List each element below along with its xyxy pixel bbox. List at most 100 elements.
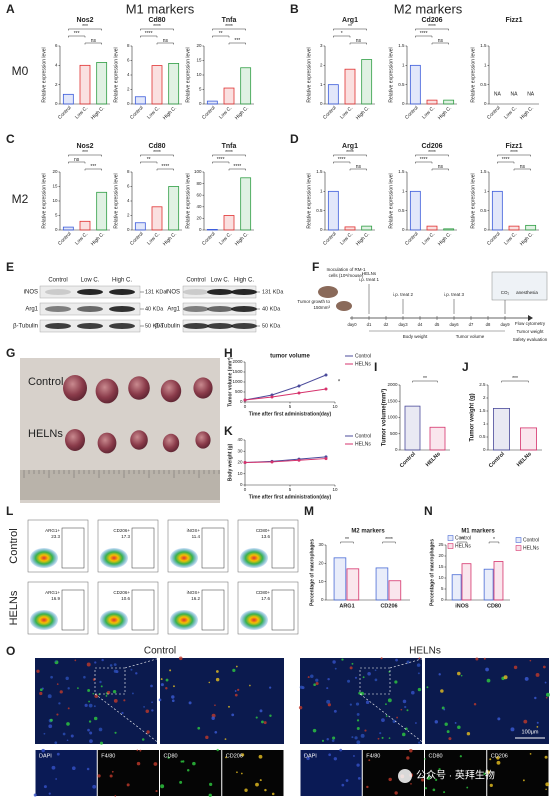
tumor <box>162 433 180 453</box>
sig-label: **** <box>510 150 518 156</box>
day-label: d4 <box>418 322 423 327</box>
cell <box>321 739 325 742</box>
y-tick-label: 0 <box>240 482 243 487</box>
bar <box>168 186 180 231</box>
cell <box>51 765 56 770</box>
note: i.p. treat 2 <box>393 292 414 297</box>
bar <box>327 190 339 231</box>
y-tick-label: 5 <box>55 213 58 218</box>
panel-label: O <box>6 644 15 658</box>
lane-label: Low C. <box>81 278 100 284</box>
arrow-head <box>528 315 533 321</box>
cell <box>150 684 153 688</box>
cell <box>67 707 70 710</box>
y-tick-label: 6 <box>55 43 58 48</box>
bar <box>361 59 373 105</box>
size-label: 131 KDa <box>145 289 167 295</box>
sig-label: * <box>493 537 495 543</box>
cell <box>404 705 407 709</box>
lane-label: Control <box>186 278 205 284</box>
line-series <box>244 374 327 401</box>
density <box>170 610 198 630</box>
value-label: NA <box>527 91 535 97</box>
y-tick-label: 1 <box>484 63 487 68</box>
channel-label: CD206 <box>491 753 508 759</box>
cell <box>151 709 154 712</box>
bar <box>344 68 356 105</box>
chart-title: M2 markers <box>351 529 385 535</box>
blot-band <box>109 306 135 312</box>
sig-label: ns <box>163 38 169 44</box>
cell <box>224 738 227 741</box>
cell <box>59 690 63 694</box>
cell <box>211 716 215 720</box>
y-axis-label: Relative expression level <box>306 47 312 102</box>
legend-label: Control <box>355 353 371 359</box>
sig-label: ** <box>348 24 352 30</box>
bar <box>240 67 252 105</box>
x-tick-label: High C. <box>355 105 371 121</box>
row-label: iNOS <box>166 290 180 296</box>
y-axis-label: Tumor weight (g) <box>470 393 476 441</box>
y-tick-label: 20 <box>196 43 202 48</box>
y-tick-label: 60 <box>196 192 202 197</box>
bar <box>491 190 503 231</box>
y-tick-label: 5 <box>199 87 202 92</box>
cell <box>98 727 103 732</box>
cell <box>448 737 452 741</box>
cell <box>411 690 415 695</box>
cell <box>334 667 337 670</box>
cell <box>55 778 58 780</box>
cell <box>426 686 429 689</box>
gate <box>271 527 295 569</box>
bar <box>493 561 504 601</box>
cell <box>182 760 185 763</box>
point <box>243 398 247 402</box>
cell <box>440 689 444 693</box>
note: anesthesia <box>516 290 538 295</box>
y-tick-label: 5 <box>441 586 444 591</box>
tumor <box>128 376 150 400</box>
x-tick-label: High C. <box>519 105 535 121</box>
y-tick-label: 2000 <box>232 359 243 364</box>
point <box>270 395 274 399</box>
watermark: 公众号 · 英拜生物 <box>416 769 495 782</box>
cell <box>228 705 230 708</box>
y-tick-label: 3 <box>320 43 323 48</box>
tumor <box>95 378 119 404</box>
cell <box>39 688 43 692</box>
cell <box>546 692 550 697</box>
x-tick-label: Control <box>322 105 338 121</box>
note: i.p. treat 3 <box>444 292 465 297</box>
y-tick-label: 0 <box>484 101 487 106</box>
value-label: NA <box>511 91 519 97</box>
row-label: β-Tubulin <box>155 324 180 330</box>
y-tick-label: 1 <box>484 189 487 194</box>
cell <box>240 753 245 757</box>
point <box>324 457 328 461</box>
cell <box>355 702 360 706</box>
cell <box>443 791 446 794</box>
panel-label: J <box>462 360 469 374</box>
panel-label: B <box>290 2 299 16</box>
cell <box>145 709 150 714</box>
cell <box>409 749 413 753</box>
cell <box>54 660 57 663</box>
note: i.p. treat 1 <box>359 277 380 282</box>
gate <box>61 589 85 631</box>
y-tick-label: 2 <box>127 213 130 218</box>
channel <box>300 750 362 796</box>
sig-label: **** <box>428 150 436 156</box>
cell <box>497 717 501 721</box>
bar <box>525 224 537 231</box>
bar <box>134 222 146 231</box>
cell <box>225 756 227 759</box>
cell <box>536 725 539 728</box>
bar <box>151 206 163 231</box>
point <box>297 458 301 462</box>
cell <box>332 736 336 740</box>
cell <box>345 779 349 782</box>
cell <box>400 708 403 711</box>
cell <box>236 771 238 774</box>
